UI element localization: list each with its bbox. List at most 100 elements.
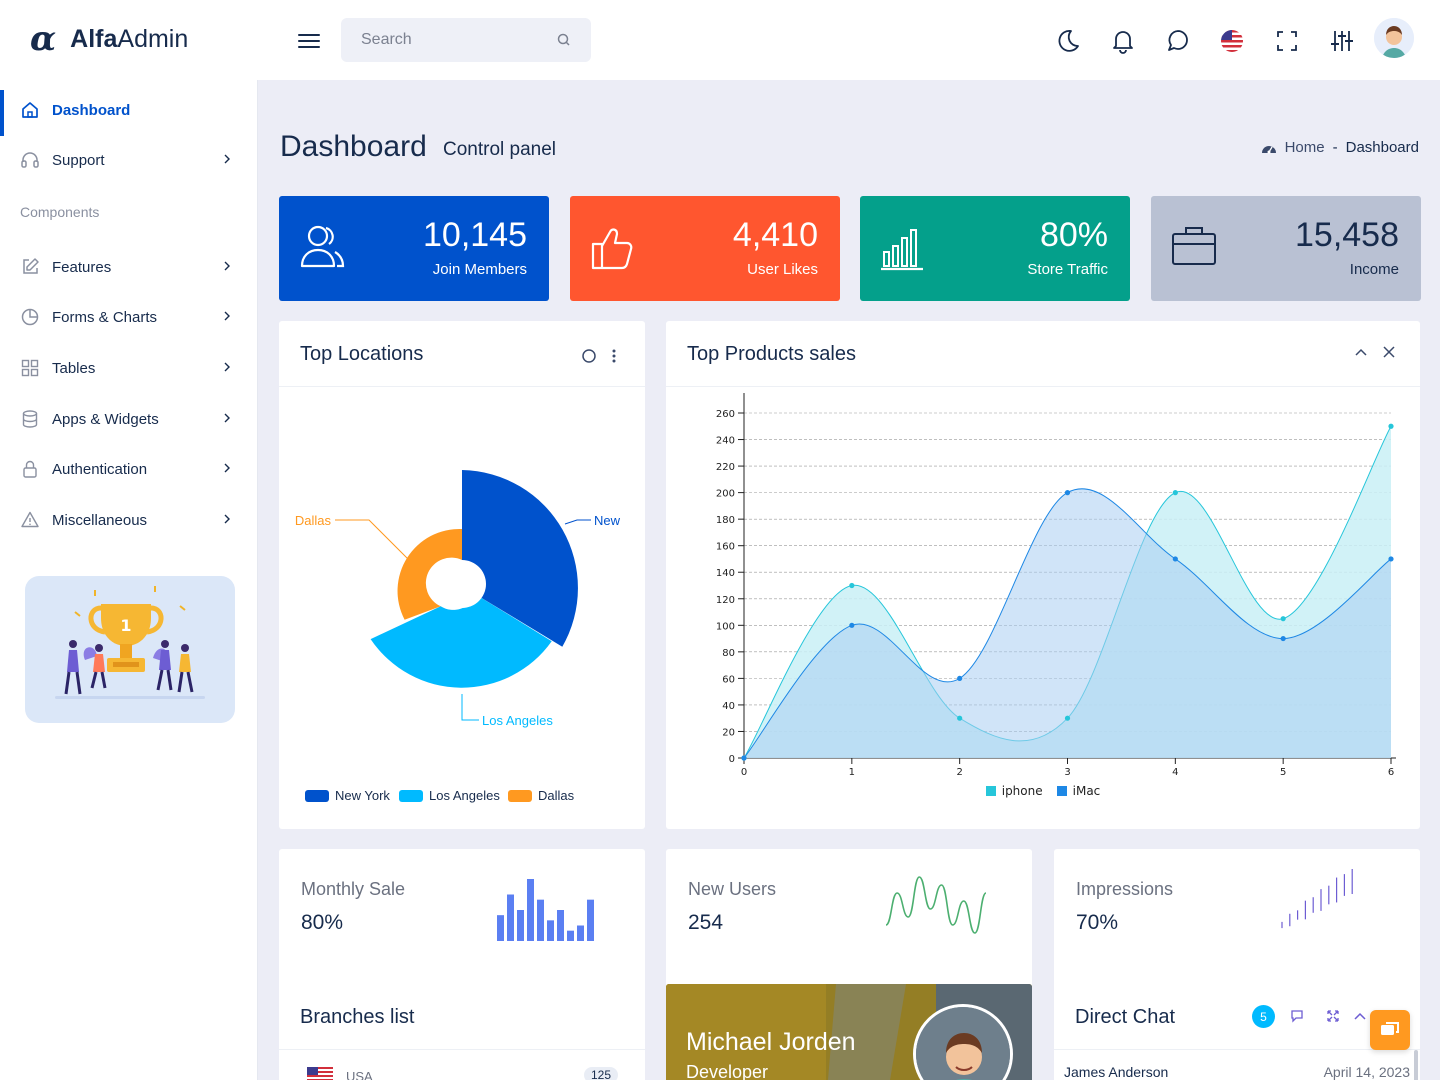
- chat-icon[interactable]: [1165, 28, 1191, 54]
- more-vertical-icon[interactable]: [611, 348, 617, 364]
- legend-label: iMac: [1072, 784, 1101, 798]
- top-locations-card: Top Locations New Dallas Los Angeles New…: [279, 321, 645, 829]
- card-title: Direct Chat: [1075, 1006, 1176, 1028]
- us-flag-icon[interactable]: [1219, 28, 1245, 54]
- page-title: Dashboard: [280, 130, 427, 163]
- locations-pie-chart: New Dallas Los Angeles: [295, 470, 621, 728]
- card-title: Top Locations: [300, 343, 424, 365]
- chat-bubble-icon: [1381, 1022, 1399, 1035]
- sidebar-item-support[interactable]: Support: [0, 140, 258, 180]
- fullscreen-icon[interactable]: [1274, 28, 1300, 54]
- stat-label: Store Traffic: [1027, 261, 1108, 278]
- stat-value: 4,410: [732, 216, 818, 254]
- spark-bar: [547, 920, 554, 941]
- x-tick-label: 5: [1280, 767, 1286, 778]
- spark-line: [885, 876, 987, 934]
- chevron-right-icon: [224, 463, 230, 473]
- legend-item[interactable]: Los Angeles: [399, 788, 500, 803]
- chat-sender-name: James Anderson: [1064, 1064, 1169, 1080]
- stat-card-members[interactable]: 10,145 Join Members: [279, 196, 549, 301]
- y-tick-label: 220: [716, 462, 735, 473]
- legend-swatch: [399, 789, 423, 802]
- legend-item[interactable]: Dallas: [508, 788, 574, 803]
- chevron-right-icon: [224, 413, 230, 423]
- page-subtitle: Control panel: [443, 139, 557, 160]
- home-icon: [22, 102, 38, 118]
- stat-card-income[interactable]: 15,458 Income: [1151, 196, 1421, 301]
- stat-label: Join Members: [432, 261, 527, 278]
- chat-scrollbar[interactable]: [1414, 1050, 1418, 1080]
- mini-stat-title: Impressions: [1076, 879, 1174, 899]
- breadcrumb: Home - Dashboard: [1261, 139, 1419, 156]
- dashboard-gauge-icon: [1261, 145, 1276, 153]
- legend-label: Dallas: [538, 788, 575, 803]
- chevron-up-icon[interactable]: [1355, 347, 1367, 357]
- chevron-right-icon: [224, 514, 230, 524]
- sliders-icon[interactable]: [1329, 28, 1355, 54]
- breadcrumb-home[interactable]: Home: [1284, 139, 1325, 156]
- moon-icon[interactable]: [1055, 28, 1081, 54]
- data-point-iphone: [957, 715, 963, 721]
- chat-launcher-button[interactable]: [1370, 1010, 1410, 1050]
- data-point-iphone: [849, 582, 855, 589]
- breadcrumb-separator: -: [1332, 139, 1338, 156]
- data-point-imac: [741, 755, 747, 761]
- chevron-up-icon[interactable]: [1354, 1011, 1366, 1021]
- mini-stat-title: Monthly Sale: [301, 879, 406, 899]
- search-input[interactable]: [341, 18, 541, 62]
- refresh-icon[interactable]: [581, 348, 597, 364]
- data-point-imac: [1064, 490, 1071, 496]
- y-tick-label: 0: [729, 754, 735, 765]
- legend-item[interactable]: iphone: [985, 784, 1043, 798]
- sparkline-ticks: [1281, 869, 1353, 929]
- profile-avatar[interactable]: [913, 1004, 1013, 1080]
- data-point-imac: [849, 622, 855, 628]
- y-tick-label: 60: [722, 674, 735, 685]
- database-icon: [22, 410, 38, 428]
- sidebar-item-dashboard[interactable]: Dashboard: [0, 90, 258, 136]
- legend-item[interactable]: iMac: [1056, 784, 1101, 798]
- promo-illustration: 1: [25, 576, 235, 723]
- avatar[interactable]: [1374, 18, 1414, 58]
- close-icon[interactable]: [1383, 346, 1395, 358]
- card-divider: [666, 386, 1420, 387]
- sidebar-item-label: Forms & Charts: [52, 309, 158, 326]
- warning-icon: [21, 511, 39, 528]
- sidebar-item-miscellaneous[interactable]: Miscellaneous: [0, 500, 258, 540]
- sidebar-item-label: Support: [52, 152, 105, 169]
- stat-card-likes[interactable]: 4,410 User Likes: [570, 196, 840, 301]
- x-tick-label: 6: [1388, 767, 1394, 778]
- card-divider: [279, 386, 645, 387]
- sidebar-item-authentication[interactable]: Authentication: [0, 449, 258, 489]
- card-divider: [1054, 1049, 1420, 1050]
- legend-item[interactable]: New York: [305, 788, 390, 803]
- sparkline-bars: [497, 879, 594, 941]
- svg-text:1: 1: [120, 616, 131, 635]
- brand-logo[interactable]: α AlfaAdmin: [30, 22, 189, 56]
- bell-icon[interactable]: [1110, 28, 1136, 54]
- brand-name: AlfaAdmin: [70, 24, 189, 53]
- sidebar-item-apps-widgets[interactable]: Apps & Widgets: [0, 399, 258, 439]
- profile-role: Developer: [686, 1062, 769, 1080]
- sidebar-item-features[interactable]: Features: [0, 247, 258, 287]
- sidebar-item-tables[interactable]: Tables: [0, 348, 258, 388]
- expand-icon[interactable]: [1326, 1009, 1340, 1023]
- x-tick-label: 2: [956, 767, 962, 778]
- stat-card-traffic[interactable]: 80% Store Traffic: [860, 196, 1130, 301]
- data-point-iphone: [1064, 715, 1071, 721]
- comments-icon[interactable]: [1290, 1009, 1304, 1023]
- users-icon: [300, 225, 345, 268]
- mini-stat-new-users: New Users 254: [666, 849, 1032, 990]
- x-tick-label: 3: [1064, 767, 1070, 778]
- chevron-right-icon: [224, 154, 230, 164]
- pie-slice-los-angeles: [370, 594, 552, 688]
- sidebar-item-forms-charts[interactable]: Forms & Charts: [0, 297, 258, 337]
- y-tick-label: 240: [716, 436, 735, 447]
- menu-toggle-icon[interactable]: [298, 30, 320, 50]
- label-new-york: New: [594, 513, 621, 528]
- us-flag-icon: [307, 1067, 333, 1080]
- search-icon[interactable]: [557, 33, 571, 47]
- grid-icon: [21, 359, 39, 377]
- top-bar: α AlfaAdmin: [0, 0, 1440, 80]
- sidebar-section-label: Components: [20, 204, 100, 220]
